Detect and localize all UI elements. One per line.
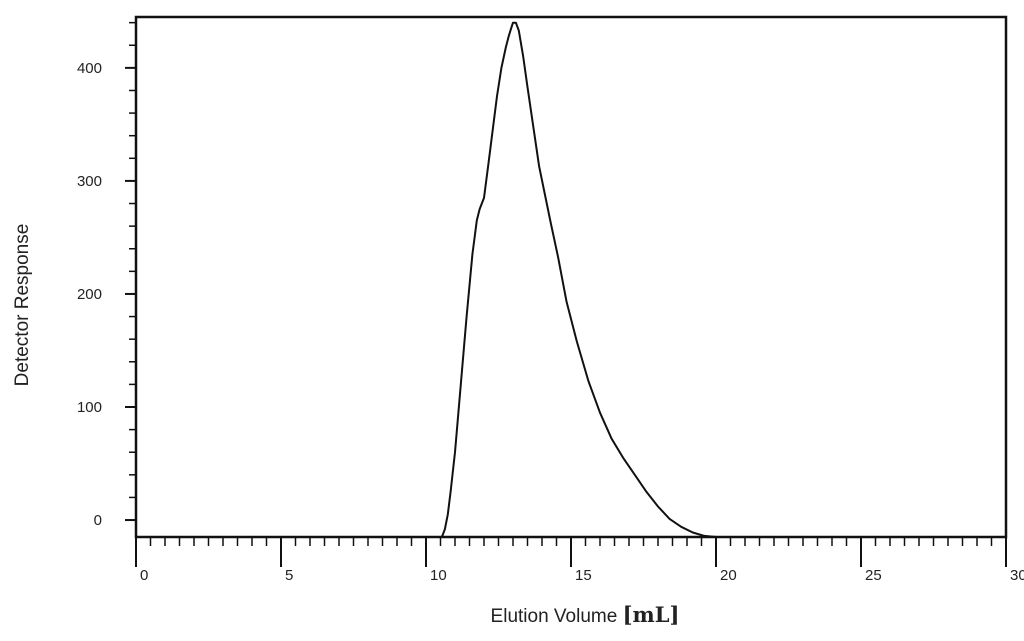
x-minor-ticks [135, 537, 1007, 567]
plot-frame [134, 15, 1008, 539]
x-tick-label: 20 [720, 567, 737, 584]
y-tick-label: 400 [77, 60, 102, 77]
y-tick-labels: 0 100 200 300 400 [77, 60, 102, 529]
y-tick-label: 100 [77, 399, 102, 416]
y-tick-label: 300 [77, 173, 102, 190]
x-tick-labels: 0 5 10 15 20 25 30 [140, 567, 1024, 584]
x-tick-label: 0 [140, 567, 148, 584]
series-line [440, 21, 717, 538]
x-tick-label: 30 [1010, 567, 1024, 584]
y-tick-label: 200 [77, 286, 102, 303]
y-tick-label: 0 [94, 512, 102, 529]
x-tick-label: 15 [575, 567, 592, 584]
y-minor-ticks [125, 21, 136, 522]
x-axis-title: Elution Volume [mL] [491, 602, 680, 627]
x-tick-label: 25 [865, 567, 882, 584]
x-tick-label: 10 [430, 567, 447, 584]
y-axis-title: Detector Response [12, 224, 33, 387]
x-tick-label: 5 [285, 567, 293, 584]
